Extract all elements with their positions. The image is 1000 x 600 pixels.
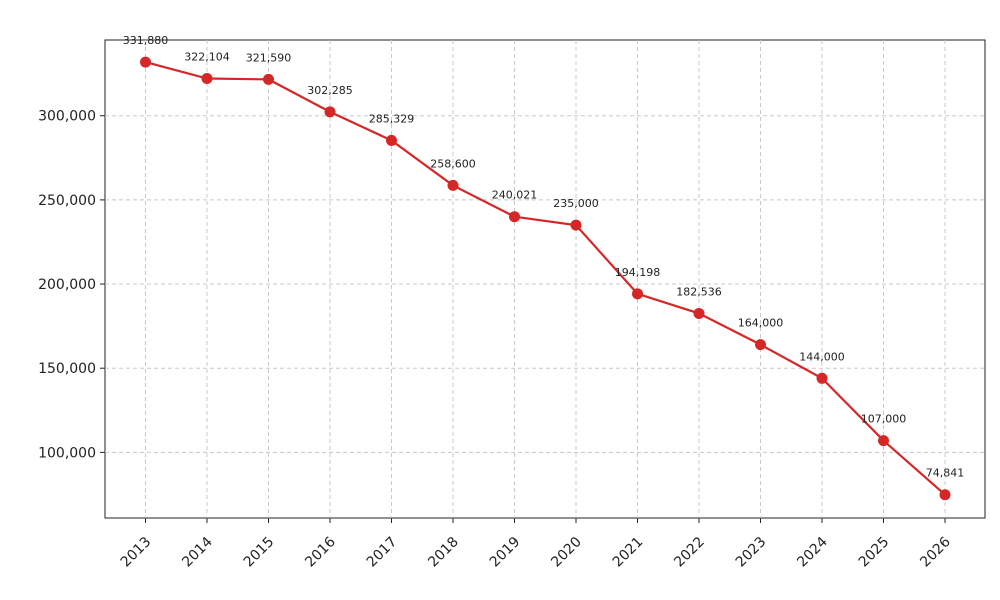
data-label: 285,329 bbox=[369, 112, 415, 125]
data-label: 331,880 bbox=[123, 34, 169, 47]
x-tick-label: 2016 bbox=[302, 534, 339, 571]
plot-area bbox=[104, 39, 986, 519]
data-label: 74,841 bbox=[926, 467, 965, 480]
data-label: 107,000 bbox=[861, 413, 907, 426]
data-point bbox=[447, 179, 459, 191]
data-label: 182,536 bbox=[676, 285, 722, 298]
data-point bbox=[693, 307, 705, 319]
y-tick-label: 200,000 bbox=[38, 277, 96, 293]
data-point bbox=[263, 73, 274, 85]
series-line bbox=[145, 61, 946, 496]
data-point bbox=[201, 73, 213, 85]
x-tick-label: 2020 bbox=[548, 534, 585, 571]
data-label: 235,000 bbox=[553, 197, 599, 210]
data-label: 302,285 bbox=[307, 84, 353, 97]
x-tick-label: 2026 bbox=[917, 534, 954, 571]
x-tick-label: 2021 bbox=[610, 534, 647, 571]
series-layer: 331,880 322,104 321,590 302,285 285,329 258,6… bbox=[123, 34, 965, 501]
x-tick-label: 2015 bbox=[241, 534, 278, 571]
x-tick-label: 2022 bbox=[671, 534, 708, 571]
data-point bbox=[632, 288, 643, 300]
data-label: 194,198 bbox=[615, 266, 661, 279]
x-tick-label: 2019 bbox=[487, 534, 524, 571]
data-point bbox=[140, 56, 151, 68]
data-label: 322,104 bbox=[184, 51, 230, 64]
x-tick-label: 2023 bbox=[733, 534, 770, 571]
data-label: 164,000 bbox=[738, 317, 784, 330]
y-axis: 100,000 150,000 200,000 250,000 300,000 bbox=[38, 109, 105, 461]
y-tick-label: 300,000 bbox=[38, 109, 96, 125]
data-point bbox=[570, 219, 582, 231]
data-point bbox=[816, 372, 828, 384]
y-tick-label: 150,000 bbox=[38, 361, 96, 377]
data-point bbox=[509, 211, 520, 223]
data-point bbox=[939, 489, 951, 501]
x-tick-label: 2013 bbox=[118, 534, 155, 571]
gridlines bbox=[105, 40, 985, 518]
x-axis: 2013 2014 2015 2016 2017 2018 2019 2020 2021 2022… bbox=[118, 518, 954, 571]
y-tick-label: 100,000 bbox=[38, 445, 96, 461]
data-label: 144,000 bbox=[799, 350, 845, 363]
data-point bbox=[755, 339, 766, 351]
data-point bbox=[386, 134, 397, 146]
x-tick-label: 2018 bbox=[425, 534, 462, 571]
x-tick-label: 2024 bbox=[794, 534, 831, 571]
x-tick-label: 2017 bbox=[364, 534, 401, 571]
x-tick-label: 2025 bbox=[856, 534, 893, 571]
x-tick-label: 2014 bbox=[179, 534, 216, 571]
data-label: 240,021 bbox=[492, 189, 538, 202]
data-label: 321,590 bbox=[246, 51, 292, 64]
data-point bbox=[324, 106, 336, 118]
data-label: 258,600 bbox=[430, 157, 476, 170]
y-tick-label: 250,000 bbox=[38, 193, 96, 209]
data-point bbox=[878, 435, 889, 447]
